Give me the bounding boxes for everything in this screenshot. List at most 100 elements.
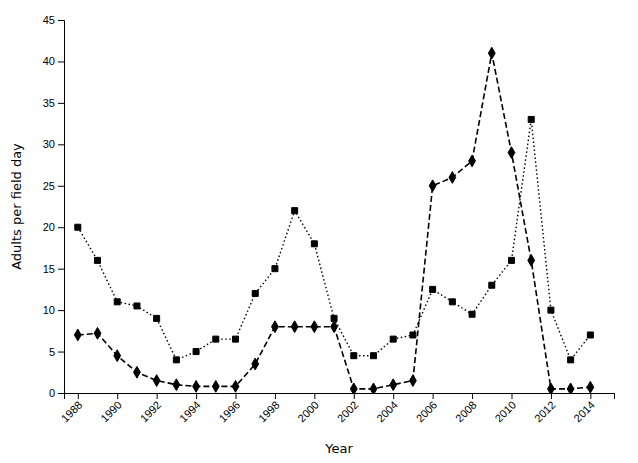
x-axis: 1988 1990 1992 1994 1996 1998 2000 2002 2004 2006… — [59, 393, 615, 424]
marker — [95, 257, 101, 263]
marker — [568, 357, 574, 363]
marker — [193, 349, 199, 355]
x-tick-mark — [511, 393, 512, 399]
y-tick-mark — [58, 393, 64, 394]
x-tick-label: 2000 — [295, 399, 321, 425]
y-tick-label: 45 — [43, 14, 55, 26]
x-tick: 2002 — [335, 393, 361, 424]
marker — [292, 208, 298, 214]
y-tick-mark — [58, 103, 64, 104]
chart: 1988 1990 1992 1994 1996 1998 2000 2002 2004 2006… — [0, 0, 638, 463]
x-tick-mark — [196, 393, 197, 399]
marker — [173, 379, 180, 391]
x-tick: 2008 — [453, 393, 479, 424]
plot: 1988 1990 1992 1994 1996 1998 2000 2002 2004 2006… — [43, 14, 615, 424]
marker — [94, 327, 101, 339]
marker — [213, 336, 219, 342]
y-tick-mark — [58, 310, 64, 311]
marker — [410, 332, 416, 338]
marker — [548, 383, 555, 393]
y-tick-label: 30 — [43, 138, 55, 150]
marker — [528, 116, 534, 122]
y-tick: 0 — [49, 387, 64, 399]
x-tick-label: 2002 — [335, 399, 361, 425]
marker — [154, 315, 160, 321]
marker — [469, 155, 476, 167]
y-tick-label: 35 — [43, 97, 55, 109]
x-tick-label: 1990 — [98, 399, 124, 425]
marker — [232, 380, 239, 392]
marker — [233, 336, 239, 342]
x-tick-mark — [433, 393, 434, 399]
y-tick: 10 — [43, 304, 64, 316]
x-tick-label: 1994 — [177, 399, 203, 425]
y-axis-title: Adults per field day — [9, 143, 24, 270]
marker — [272, 321, 279, 333]
y-tick-mark — [58, 352, 64, 353]
x-tick-mark — [157, 393, 158, 399]
series-markers — [75, 116, 594, 362]
y-tick: 35 — [43, 97, 64, 109]
x-axis-line — [65, 394, 615, 400]
y-tick-mark — [58, 20, 64, 21]
marker — [410, 375, 417, 387]
x-tick: 1994 — [177, 393, 203, 424]
marker — [390, 336, 396, 342]
series-line — [78, 119, 591, 359]
x-tick: 1996 — [216, 393, 242, 424]
x-tick-label: 2010 — [492, 399, 518, 425]
y-tick-mark — [58, 186, 64, 187]
y-tick: 20 — [43, 221, 64, 233]
x-tick-mark — [78, 393, 79, 399]
x-tick-mark — [590, 393, 591, 399]
x-tick: 2006 — [414, 393, 440, 424]
y-tick-mark — [58, 227, 64, 228]
x-tick-mark — [472, 393, 473, 399]
x-tick-mark — [393, 393, 394, 399]
marker — [153, 375, 160, 387]
y-tick-label: 40 — [43, 55, 55, 67]
marker — [528, 254, 535, 266]
x-tick: 1988 — [59, 393, 85, 424]
marker — [331, 321, 338, 333]
marker — [508, 147, 515, 159]
x-tick: 2000 — [295, 393, 321, 424]
marker — [311, 321, 318, 333]
y-tick-mark — [58, 269, 64, 270]
y-tick: 45 — [43, 14, 64, 26]
marker — [134, 366, 141, 378]
x-tick: 1992 — [138, 393, 164, 424]
marker — [114, 350, 121, 362]
marker — [430, 286, 436, 292]
y-tick-mark — [58, 61, 64, 62]
y-tick: 30 — [43, 138, 64, 150]
marker — [212, 380, 219, 392]
marker — [567, 383, 574, 393]
x-tick: 2012 — [532, 393, 558, 424]
marker — [134, 303, 140, 309]
x-tick: 2014 — [571, 393, 597, 424]
x-tick-mark — [275, 393, 276, 399]
x-tick-mark — [354, 393, 355, 399]
x-tick-mark — [314, 393, 315, 399]
x-tick: 1998 — [256, 393, 282, 424]
marker — [311, 241, 317, 247]
x-tick-label: 2004 — [374, 399, 400, 425]
x-tick-label: 1996 — [216, 399, 242, 425]
marker — [370, 353, 376, 359]
marker — [548, 307, 554, 313]
x-tick-label: 2006 — [414, 399, 440, 425]
y-tick: 15 — [43, 263, 64, 275]
y-tick: 40 — [43, 55, 64, 67]
marker — [370, 383, 377, 393]
marker — [173, 357, 179, 363]
x-tick-mark — [236, 393, 237, 399]
marker — [390, 379, 397, 391]
marker — [75, 224, 81, 230]
x-tick-label: 1992 — [138, 399, 164, 425]
marker — [272, 266, 278, 272]
x-tick-label: 1988 — [59, 399, 85, 425]
y-axis: 051015202530354045 — [43, 14, 65, 399]
x-tick-mark — [117, 393, 118, 399]
background — [0, 0, 638, 463]
